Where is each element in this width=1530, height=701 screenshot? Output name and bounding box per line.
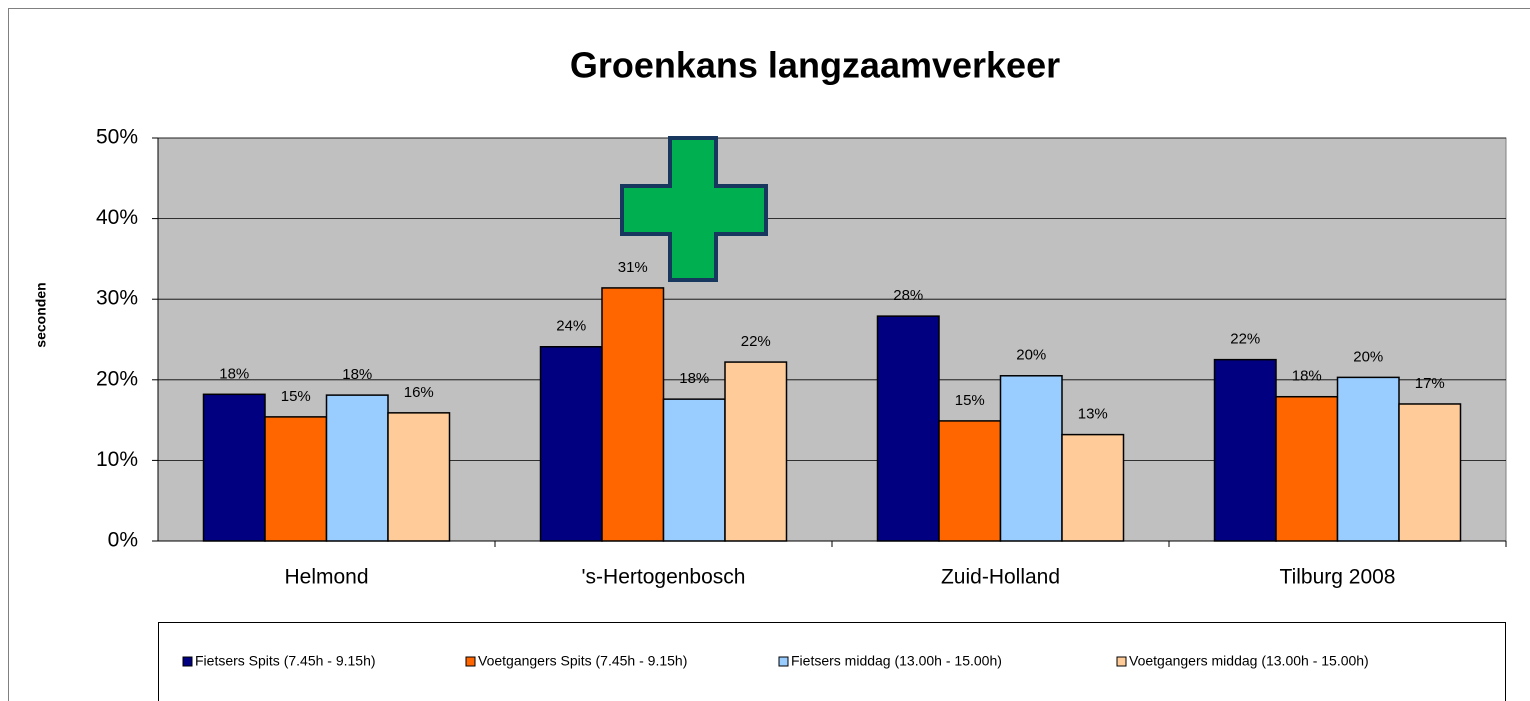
chart-title: Groenkans langzaamverkeer xyxy=(570,45,1060,86)
value-label: 15% xyxy=(281,388,311,405)
bar xyxy=(1061,433,1125,542)
bar xyxy=(662,398,726,542)
y-tick-label: 20% xyxy=(96,367,138,390)
value-label: 22% xyxy=(1230,331,1260,348)
value-label: 17% xyxy=(1415,375,1445,392)
plus-annotation xyxy=(620,136,768,282)
value-label: 15% xyxy=(955,392,985,409)
legend-box xyxy=(158,622,1506,701)
y-tick-label: 50% xyxy=(96,126,138,149)
value-label: 24% xyxy=(556,318,586,335)
bar xyxy=(264,416,328,542)
value-label: 20% xyxy=(1353,348,1383,365)
y-tick-label: 0% xyxy=(108,529,138,552)
bar xyxy=(1336,376,1400,542)
x-tick-label: Tilburg 2008 xyxy=(1280,566,1396,589)
bar xyxy=(876,315,940,542)
legend-swatch xyxy=(778,656,789,667)
value-label: 31% xyxy=(618,259,648,276)
bar xyxy=(1398,403,1462,542)
bar xyxy=(724,361,788,542)
legend-label: Fietsers middag (13.00h - 15.00h) xyxy=(791,653,1002,669)
legend-swatch xyxy=(182,656,193,667)
value-label: 18% xyxy=(679,370,709,387)
x-tick-label: Zuid-Holland xyxy=(941,566,1060,589)
x-tick-label: Helmond xyxy=(284,566,368,589)
value-label: 28% xyxy=(893,287,923,304)
y-axis-label: seconden xyxy=(33,282,49,347)
x-tick-label: 's-Hertogenbosch xyxy=(582,566,746,589)
bar xyxy=(1213,358,1277,542)
y-tick-label: 30% xyxy=(96,287,138,310)
bar xyxy=(202,393,266,542)
value-label: 18% xyxy=(342,366,372,383)
value-label: 18% xyxy=(1292,368,1322,385)
bar xyxy=(999,375,1063,542)
value-label: 22% xyxy=(741,333,771,350)
bar xyxy=(601,287,665,542)
bar xyxy=(325,394,389,542)
legend-label: Voetgangers middag (13.00h - 15.00h) xyxy=(1129,653,1369,669)
bar xyxy=(387,412,451,542)
y-tick-label: 40% xyxy=(96,206,138,229)
bar xyxy=(938,420,1002,542)
legend-swatch xyxy=(1116,656,1127,667)
bar xyxy=(539,346,603,542)
legend-label: Voetgangers Spits (7.45h - 9.15h) xyxy=(478,653,687,669)
value-label: 16% xyxy=(404,384,434,401)
value-label: 18% xyxy=(219,365,249,382)
y-tick-label: 10% xyxy=(96,448,138,471)
legend-swatch xyxy=(465,656,476,667)
value-label: 13% xyxy=(1078,406,1108,423)
legend-label: Fietsers Spits (7.45h - 9.15h) xyxy=(195,653,376,669)
bar xyxy=(1275,395,1339,542)
value-label: 20% xyxy=(1016,347,1046,364)
